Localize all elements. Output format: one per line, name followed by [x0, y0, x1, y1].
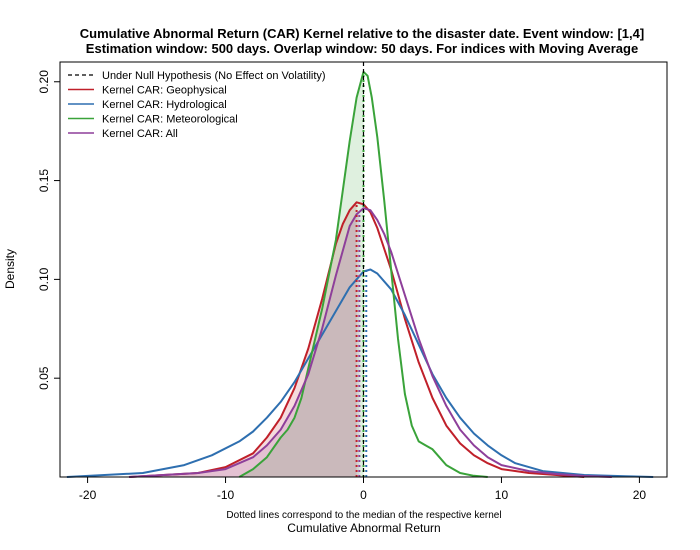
x-tick-label: -20 — [79, 488, 97, 502]
chart-title: Cumulative Abnormal Return (CAR) Kernel … — [80, 26, 644, 41]
series-layer — [66, 70, 654, 478]
x-tick-label: 10 — [495, 488, 509, 502]
chart-subtitle: Estimation window: 500 days. Overlap win… — [86, 41, 638, 56]
y-tick-label: 0.20 — [37, 70, 51, 94]
legend: Under Null Hypothesis (No Effect on Vola… — [68, 70, 326, 140]
median-lines — [355, 71, 368, 477]
legend-label-kernel-car-geophysical: Kernel CAR: Geophysical — [102, 85, 227, 97]
legend-label-kernel-car-meteorological: Kernel CAR: Meteorological — [102, 114, 238, 126]
legend-label-under-null-hypothesis-no-effect-on-volatility: Under Null Hypothesis (No Effect on Vola… — [102, 70, 326, 82]
x-axis: -20 -10 0 10 20 — [79, 477, 646, 502]
area-kernel-car-meteorological — [239, 71, 364, 477]
x-tick-label: 0 — [360, 488, 367, 502]
legend-label-kernel-car-all: Kernel CAR: All — [102, 128, 178, 140]
x-tick-label: 20 — [633, 488, 647, 502]
y-axis-label: Density — [3, 249, 17, 289]
y-tick-label: 0.05 — [37, 366, 51, 390]
y-tick-label: 0.10 — [37, 267, 51, 291]
legend-label-kernel-car-hydrological: Kernel CAR: Hydrological — [102, 99, 227, 111]
line-kernel-car-all — [128, 207, 612, 478]
y-axis: 0.05 0.10 0.15 0.20 — [37, 70, 60, 390]
area-kernel-car-geophysical — [128, 202, 357, 478]
y-tick-label: 0.15 — [37, 169, 51, 193]
x-axis-label: Cumulative Abnormal Return — [287, 521, 440, 535]
line-kernel-car-hydrological — [66, 268, 654, 478]
median-note: Dotted lines correspond to the median of… — [226, 510, 501, 521]
line-kernel-car-meteorological — [238, 70, 488, 478]
area-kernel-car-all — [128, 211, 360, 478]
x-tick-label: -10 — [217, 488, 235, 502]
